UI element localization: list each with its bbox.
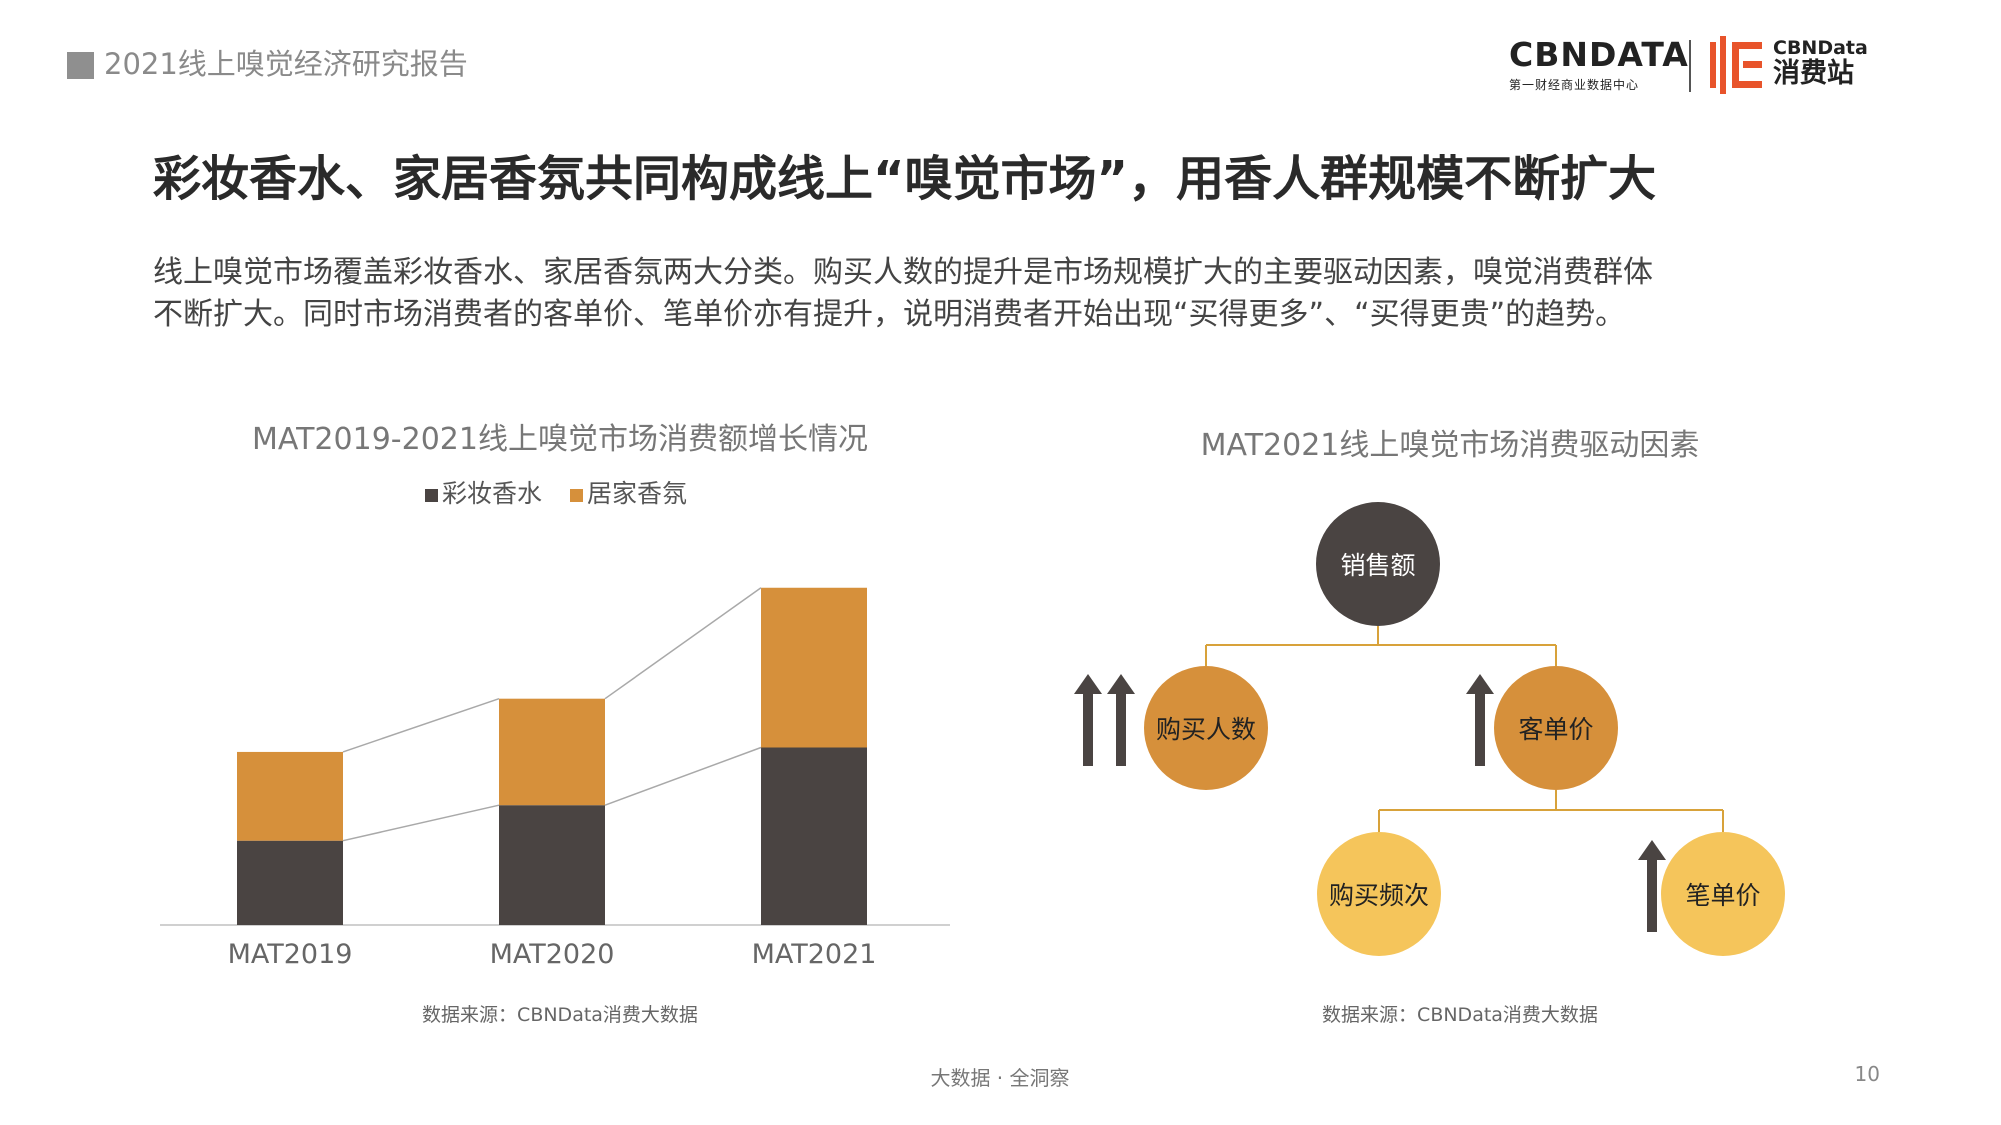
- bar-segment: [761, 747, 867, 925]
- footer-slogan: 大数据 · 全洞察: [930, 1066, 1070, 1090]
- subtitle-line-2: 不断扩大。同时市场消费者的客单价、笔单价亦有提升，说明消费者开始出现“买得更多”…: [153, 297, 1626, 332]
- up-arrow-icon: [1107, 674, 1135, 766]
- tree-connector-lines: [1205, 626, 1724, 832]
- slide-headline: 彩妆香水、家居香氛共同构成线上“嗅觉市场”，用香人群规模不断扩大: [153, 151, 1657, 207]
- trend-arrows: [1074, 674, 1666, 932]
- x-tick-label: MAT2019: [228, 939, 353, 970]
- up-arrow-icon: [1466, 674, 1494, 766]
- xiaofeizhan-logo-top: CBNData: [1773, 37, 1868, 59]
- bar-segment: [237, 751, 343, 841]
- chart-legend: 彩妆香水 居家香氛: [425, 474, 707, 510]
- xiaofeizhan-logo-bottom: 消费站: [1773, 58, 1854, 89]
- page-number: 10: [1854, 1062, 1880, 1086]
- legend-item-makeup-perfume: 彩妆香水: [425, 474, 542, 510]
- bar-segment: [499, 805, 605, 925]
- cbndata-logo-wordmark: CBNDATA: [1509, 35, 1689, 74]
- total-connector-line: [604, 587, 762, 700]
- x-tick-label: MAT2020: [490, 939, 615, 970]
- x-tick-label: MAT2021: [752, 939, 877, 970]
- left-data-source: 数据来源：CBNData消费大数据: [422, 1004, 698, 1026]
- series-connector-line: [342, 804, 500, 842]
- bar-segment: [761, 587, 867, 748]
- legend-label-home-fragrance: 居家香氛: [586, 479, 687, 508]
- legend-item-home-fragrance: 居家香氛: [569, 474, 687, 510]
- chart-title: MAT2019-2021线上嗅觉市场消费额增长情况: [252, 422, 868, 457]
- driver-tree-connectors: [1074, 626, 1724, 932]
- header-square-marker: [67, 52, 94, 79]
- cbndata-logo: CBNDATA 第一财经商业数据中心: [1509, 35, 1689, 96]
- xiaofeizhan-logo-text: CBNData 消费站: [1773, 38, 1868, 90]
- up-arrow-icon: [1074, 674, 1102, 766]
- series-connector-line: [604, 746, 762, 806]
- total-connector-line: [342, 697, 500, 753]
- legend-swatch-makeup-perfume: [425, 488, 438, 502]
- xiaofeizhan-logo-icon: [1710, 36, 1762, 94]
- diagram-title: MAT2021线上嗅觉市场消费驱动因素: [1200, 428, 1700, 463]
- cbndata-logo-tagline: 第一财经商业数据中心: [1509, 78, 1640, 92]
- report-title: 2021线上嗅觉经济研究报告: [104, 47, 468, 81]
- node-buyers: 购买人数: [1144, 666, 1268, 790]
- right-data-source: 数据来源：CBNData消费大数据: [1322, 1004, 1598, 1026]
- legend-swatch-home-fragrance: [569, 488, 583, 502]
- node-purchase-frequency: 购买频次: [1317, 832, 1441, 956]
- subtitle-line-1: 线上嗅觉市场覆盖彩妆香水、家居香氛两大分类。购买人数的提升是市场规模扩大的主要驱…: [153, 255, 1653, 290]
- bar-segment: [237, 840, 343, 925]
- legend-label-makeup-perfume: 彩妆香水: [442, 479, 543, 508]
- logo-divider: [1689, 40, 1691, 92]
- node-customer-price: 客单价: [1494, 666, 1618, 790]
- node-sales: 销售额: [1316, 502, 1440, 626]
- bar-segment: [499, 698, 605, 806]
- up-arrow-icon: [1638, 840, 1666, 932]
- stacked-bar-chart: MAT2019 MAT2020 MAT2021: [160, 587, 950, 970]
- node-item-price: 笔单价: [1661, 832, 1785, 956]
